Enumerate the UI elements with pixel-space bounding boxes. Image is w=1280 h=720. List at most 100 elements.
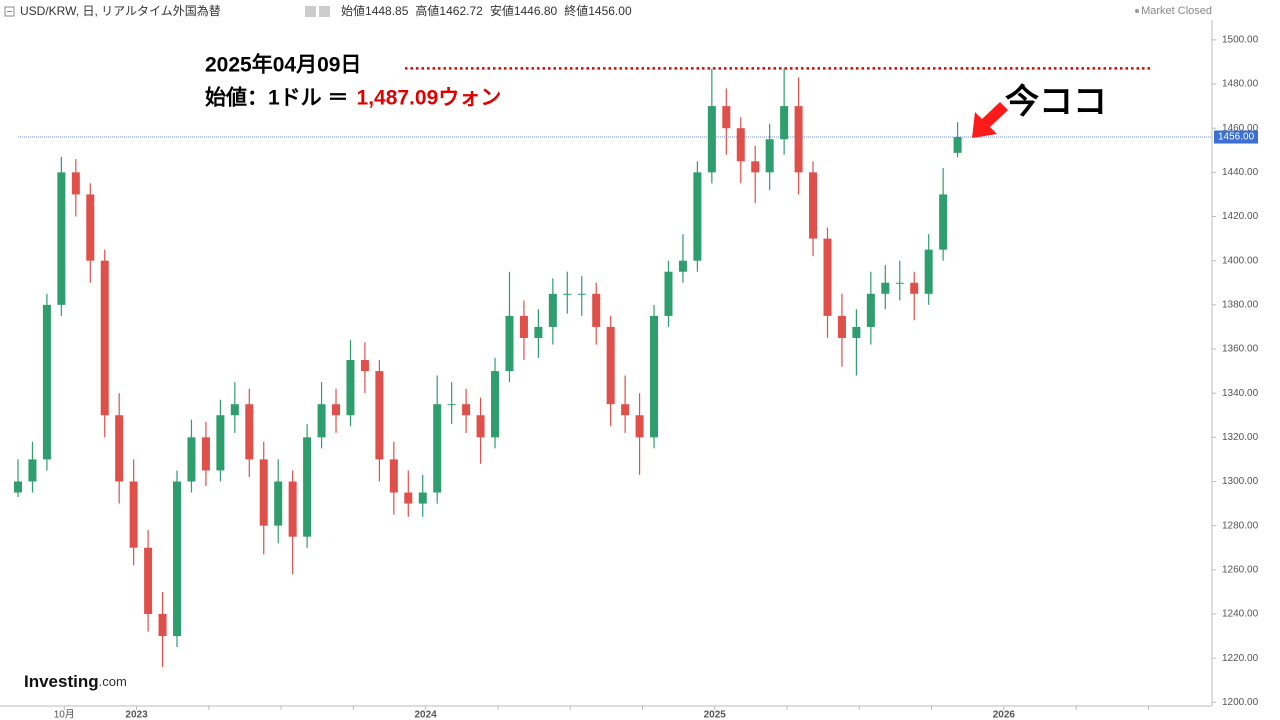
candle-body — [57, 172, 66, 305]
candle-body — [303, 437, 312, 537]
y-tick-label: 1360.00 — [1222, 344, 1259, 355]
candle-body — [563, 293, 572, 295]
candle-body — [678, 260, 687, 272]
y-tick-label: 1300.00 — [1222, 476, 1259, 487]
candle-body — [332, 404, 341, 416]
candle-body — [505, 315, 514, 372]
status-dot — [1135, 9, 1139, 13]
candle-body — [274, 481, 283, 526]
annotation-level: 1,487.09ウォン — [357, 87, 502, 110]
y-tick-label: 1340.00 — [1222, 388, 1259, 399]
logo-suffix: .com — [99, 674, 127, 689]
candles — [14, 68, 962, 667]
candle-body — [476, 415, 485, 438]
candle-body — [115, 415, 124, 482]
candle-body — [144, 547, 153, 614]
candle-body — [895, 282, 904, 284]
candle-body — [375, 371, 384, 460]
y-tick-label: 1220.00 — [1222, 653, 1259, 664]
candle-body — [939, 194, 948, 250]
candle-body — [722, 106, 731, 129]
x-tick-label: 2026 — [993, 710, 1016, 720]
candle-body — [346, 360, 355, 416]
annotations: 2025年04月09日 始値：1ドル ＝ 1,487.09ウォン 今ココ — [205, 53, 1152, 138]
candle-body — [28, 459, 37, 482]
candle-body — [158, 613, 167, 637]
annotation-prefix: 始値：1ドル ＝ — [205, 86, 349, 110]
candle-body — [866, 293, 875, 327]
candle-body — [823, 238, 832, 316]
candle-body — [418, 492, 427, 504]
candle-body — [86, 194, 95, 261]
candle-body — [881, 282, 890, 294]
candle-body — [837, 315, 846, 338]
candle-body — [173, 481, 182, 637]
candle-body — [780, 106, 789, 140]
candle-body — [910, 282, 919, 294]
candle-body — [765, 139, 774, 173]
candle-body — [71, 172, 80, 195]
ohlc-value: 1456.00 — [588, 4, 632, 18]
y-tick-label: 1380.00 — [1222, 299, 1259, 310]
header-icon — [319, 6, 330, 17]
candle-body — [621, 404, 630, 416]
candle-body — [953, 137, 962, 153]
y-tick-label: 1200.00 — [1222, 697, 1259, 708]
candle-body — [592, 293, 601, 327]
y-tick-label: 1480.00 — [1222, 79, 1259, 90]
candle-body — [751, 161, 760, 173]
header-icon — [305, 6, 316, 17]
candle-body — [534, 326, 543, 338]
candle-body — [491, 371, 500, 438]
candle-body — [606, 326, 615, 405]
ohlc-label: 高値 — [415, 3, 439, 18]
candle-body — [433, 404, 442, 493]
candle-body — [635, 415, 644, 438]
candle-body — [447, 404, 456, 406]
candle-body — [794, 106, 803, 173]
candle-body — [100, 260, 109, 416]
candle-body — [577, 293, 586, 295]
ohlc-label: 終値 — [564, 3, 588, 18]
current-price-label: 1456.00 — [1218, 132, 1255, 143]
candle-body — [664, 271, 673, 316]
y-tick-label: 1280.00 — [1222, 520, 1259, 531]
candle-body — [519, 315, 528, 338]
ohlc-value: 1446.80 — [514, 4, 558, 18]
candle-body — [259, 459, 268, 526]
annotation-date: 2025年04月09日 — [205, 53, 361, 77]
y-tick-label: 1440.00 — [1222, 167, 1259, 178]
candle-body — [462, 404, 471, 416]
candle-body — [129, 481, 138, 548]
y-tick-label: 1320.00 — [1222, 432, 1259, 443]
candle-body — [216, 415, 225, 471]
pointer-arrow — [972, 102, 1008, 138]
y-tick-label: 1420.00 — [1222, 211, 1259, 222]
logo: Investing.com — [24, 672, 127, 691]
pointer-label: 今ココ — [1005, 82, 1107, 121]
ohlc-value: 1448.85 — [365, 4, 409, 18]
symbol-title: USD/KRW, 日, リアルタイム外国為替 — [20, 4, 221, 18]
x-tick-label: 10月 — [54, 709, 75, 720]
ohlc-label: 安値 — [490, 3, 514, 18]
ohlc-value: 1462.72 — [439, 4, 483, 18]
candle-body — [707, 106, 716, 173]
collapse-icon[interactable] — [4, 6, 15, 17]
candle-body — [187, 437, 196, 482]
candle-body — [288, 481, 297, 537]
candle-body — [42, 304, 51, 460]
y-tick-label: 1240.00 — [1222, 609, 1259, 620]
candle-body — [389, 459, 398, 493]
current-price-tag — [1214, 130, 1258, 144]
x-tick-label: 2023 — [125, 710, 148, 720]
candle-body — [14, 481, 22, 493]
candle-body — [404, 492, 413, 504]
candle-body — [201, 437, 210, 471]
candle-body — [650, 315, 659, 438]
logo-main: Investing — [24, 672, 99, 691]
candle-body — [245, 404, 254, 460]
candle-body — [360, 360, 369, 372]
axes: 1200.00 1220.00 1240.00 1260.00 1280.00 1300.… — [18, 35, 1259, 720]
